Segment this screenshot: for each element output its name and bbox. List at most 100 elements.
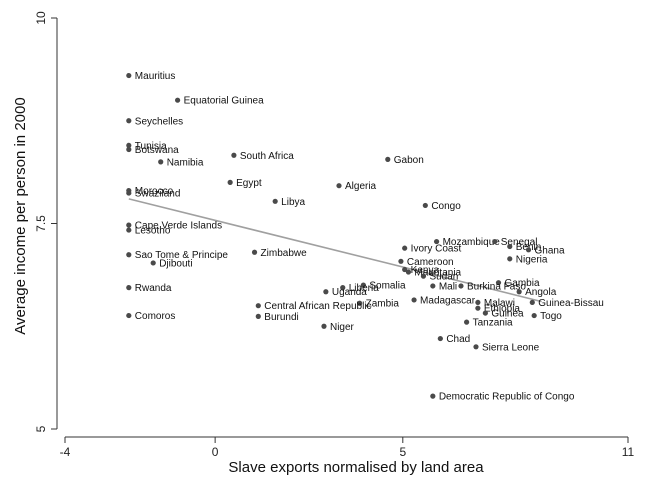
data-point <box>507 256 513 262</box>
data-point <box>411 297 417 303</box>
data-point-label: Sao Tome & Principe <box>135 250 229 261</box>
data-point-label: South Africa <box>240 151 294 162</box>
data-point <box>150 260 156 266</box>
data-point-label: Cape Verde Islands <box>135 221 222 232</box>
data-point <box>357 300 363 306</box>
data-point <box>126 146 132 153</box>
data-point <box>360 282 366 288</box>
data-point <box>402 245 408 251</box>
data-point <box>464 319 470 325</box>
data-point-label: Gabon <box>394 155 424 166</box>
data-point <box>473 344 479 350</box>
data-point <box>158 159 164 165</box>
data-point-label: Mauritius <box>135 71 176 82</box>
data-point <box>430 283 436 289</box>
data-point <box>126 222 132 228</box>
data-point-label: Sierra Leone <box>482 342 540 353</box>
data-point <box>251 249 258 255</box>
data-point-label: Tunisia <box>135 141 167 152</box>
data-point <box>507 243 513 250</box>
data-point <box>126 252 132 258</box>
data-point <box>126 142 132 149</box>
data-point <box>231 152 237 158</box>
data-point <box>420 273 427 279</box>
data-point-label: Ethiopia <box>484 304 521 315</box>
x-tick-label: 0 <box>212 445 219 459</box>
data-point <box>482 310 488 316</box>
data-point <box>255 313 261 319</box>
data-point-label: Ghana <box>535 245 565 256</box>
data-point-label: Mali <box>439 281 457 292</box>
data-point <box>495 280 502 286</box>
data-point <box>255 303 261 309</box>
data-point-label: Zimbabwe <box>261 248 308 259</box>
data-point <box>126 118 132 124</box>
data-point-label: Kenya <box>411 265 440 276</box>
data-point-label: Burkina Faso <box>467 281 526 292</box>
data-point-label: Djibouti <box>159 258 192 269</box>
data-point <box>433 238 440 245</box>
data-point-label: Seychelles <box>135 116 183 127</box>
data-point <box>405 269 412 275</box>
x-tick-label: 11 <box>622 445 635 459</box>
data-point <box>321 323 327 329</box>
data-point <box>336 183 342 189</box>
y-tick-label: 5 <box>34 425 48 432</box>
data-point <box>475 305 481 311</box>
data-point <box>475 299 481 306</box>
data-point-label: Ivory Coast <box>411 244 462 255</box>
data-point-label: Liberia <box>349 283 379 294</box>
data-point-label: Guinea <box>491 309 524 320</box>
data-point <box>340 285 346 291</box>
data-point-label: Comoros <box>135 311 176 322</box>
data-point <box>385 156 391 162</box>
data-point-label: Algeria <box>345 181 377 192</box>
data-point-label: Swaziland <box>135 189 181 200</box>
data-point <box>126 190 132 196</box>
data-point-label: Tanzania <box>473 318 513 329</box>
data-point <box>398 258 404 264</box>
x-tick-label: 5 <box>399 445 406 459</box>
data-point-label: Angola <box>525 287 557 298</box>
x-axis-title: Slave exports normalised by land area <box>228 459 484 476</box>
data-point-label: Libya <box>281 197 305 208</box>
data-point-label: Cameroon <box>407 257 454 268</box>
data-point-label: Botswana <box>135 145 179 156</box>
data-point-label: Somalia <box>369 281 406 292</box>
y-tick-label: 7.5 <box>34 215 48 232</box>
data-point <box>492 238 498 245</box>
data-point-label: Mozambique <box>443 237 501 248</box>
data-point-label: Nigeria <box>516 254 548 265</box>
data-point-label: Malawi <box>484 298 515 309</box>
data-point-label: Togo <box>540 311 562 322</box>
x-tick-label: -4 <box>60 445 71 459</box>
data-point <box>516 289 522 295</box>
data-point <box>422 202 428 209</box>
data-point-label: Chad <box>446 334 470 345</box>
data-point <box>529 299 535 306</box>
data-point-label: Central African Republic <box>264 301 371 312</box>
data-point-label: Morocco <box>135 186 174 197</box>
data-point <box>126 227 132 233</box>
data-point-label: Madagascar <box>420 295 476 306</box>
data-point <box>531 312 537 319</box>
data-point-label: Congo <box>431 201 461 212</box>
data-point-label: Sudan <box>429 272 458 283</box>
fit-line <box>128 198 542 303</box>
data-point-label: Rwanda <box>135 283 172 294</box>
data-point <box>402 266 408 273</box>
y-axis-title: Average income per person in 2000 <box>12 97 29 334</box>
data-point <box>437 335 443 342</box>
data-point <box>323 289 329 295</box>
data-point-label: Niger <box>330 322 355 333</box>
data-point-label: Lesotho <box>135 226 171 237</box>
data-point-label: Democratic Republic of Congo <box>439 392 575 403</box>
data-point-label: Guinea-Bissau <box>538 298 604 309</box>
data-point <box>126 285 132 291</box>
data-point-label: Senegal <box>501 237 538 248</box>
data-point-label: Namibia <box>167 157 204 168</box>
data-point <box>126 312 132 319</box>
data-point <box>272 198 278 204</box>
